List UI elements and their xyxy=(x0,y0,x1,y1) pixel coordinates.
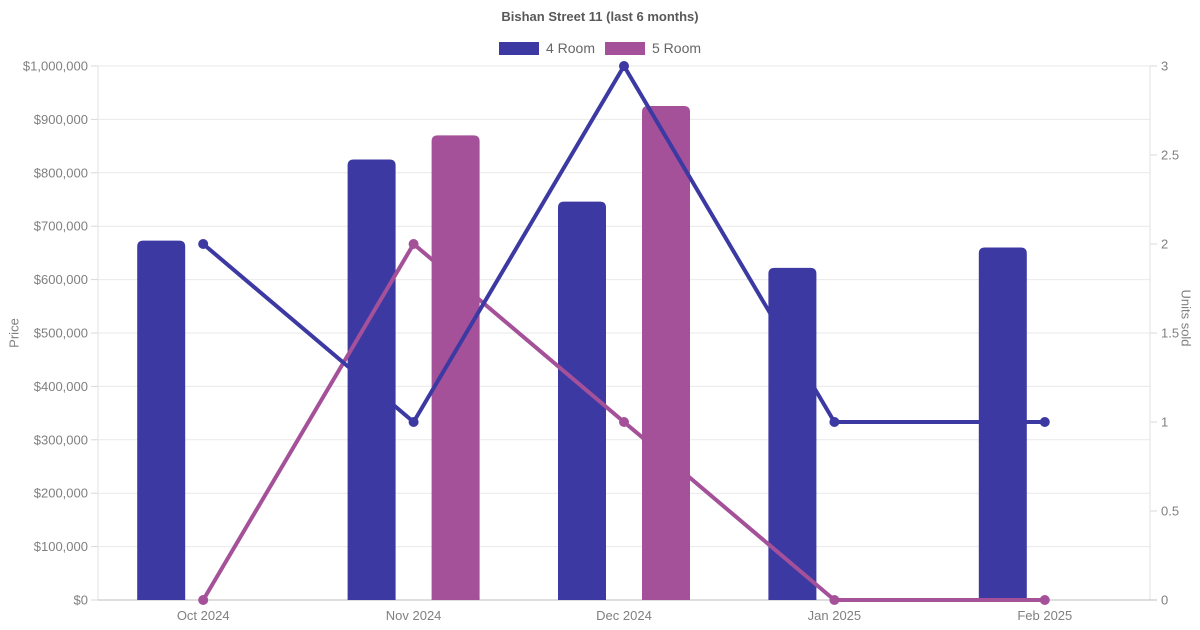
right-axis-tick-label: 1.5 xyxy=(1161,326,1179,341)
left-axis-tick-label: $800,000 xyxy=(34,165,88,180)
x-axis-label-oct-2024: Oct 2024 xyxy=(177,608,230,623)
left-axis-tick-label: $600,000 xyxy=(34,272,88,287)
right-axis-tick-label: 2.5 xyxy=(1161,148,1179,163)
right-axis-tick-label: 1 xyxy=(1161,415,1168,430)
left-axis-tick-label: $400,000 xyxy=(34,379,88,394)
left-axis-tick-label: $1,000,000 xyxy=(23,59,88,74)
legend-label-5-room: 5 Room xyxy=(652,40,702,56)
point-4-room-feb-2025 xyxy=(1039,417,1050,427)
point-5-room-nov-2024 xyxy=(408,239,419,249)
point-5-room-feb-2025 xyxy=(1039,595,1050,605)
x-axis-label-dec-2024: Dec 2024 xyxy=(596,608,652,623)
point-4-room-nov-2024 xyxy=(408,417,419,427)
x-axis-label-jan-2025: Jan 2025 xyxy=(808,608,862,623)
legend-label-4-room: 4 Room xyxy=(545,40,595,56)
bar-4-room-nov-2024 xyxy=(347,159,396,600)
legend-item-5-room[interactable]: 5 Room xyxy=(605,40,701,56)
left-axis-tick-label: $500,000 xyxy=(34,326,88,341)
right-axis-tick-label: 2 xyxy=(1161,237,1168,252)
point-5-room-oct-2024 xyxy=(198,595,209,605)
chart-title: Bishan Street 11 (last 6 months) xyxy=(501,9,699,24)
left-axis-tick-label: $200,000 xyxy=(34,486,88,501)
bar-4-room-jan-2025 xyxy=(768,267,817,600)
bar-5-room-dec-2024 xyxy=(642,106,690,601)
bar-5-room-nov-2024 xyxy=(431,135,480,601)
legend-swatch-5-room xyxy=(605,41,645,55)
point-5-room-dec-2024 xyxy=(619,417,629,427)
legend-item-4-room[interactable]: 4 Room xyxy=(498,40,595,56)
right-axis-tick-label: 0.5 xyxy=(1161,504,1179,519)
bar-4-room-oct-2024 xyxy=(137,240,186,601)
legend-swatch-4-room xyxy=(498,41,539,55)
right-axis-tick-label: 3 xyxy=(1161,59,1168,74)
point-4-room-oct-2024 xyxy=(198,239,209,249)
point-4-room-dec-2024 xyxy=(619,61,629,71)
x-axis-label-nov-2024: Nov 2024 xyxy=(386,608,442,623)
left-axis-tick-label: $300,000 xyxy=(34,432,88,447)
bar-4-room-dec-2024 xyxy=(558,201,606,601)
left-axis-tick-label: $900,000 xyxy=(34,112,88,127)
left-axis-tick-label: $0 xyxy=(74,593,88,608)
point-5-room-jan-2025 xyxy=(829,595,840,605)
right-axis-tick-label: 0 xyxy=(1161,593,1168,608)
chart-legend: 4 Room 5 Room xyxy=(0,40,1200,56)
point-4-room-jan-2025 xyxy=(829,417,840,427)
x-axis-label-feb-2025: Feb 2025 xyxy=(1017,608,1072,623)
left-axis-tick-label: $100,000 xyxy=(34,539,88,554)
left-axis-tick-label: $700,000 xyxy=(34,219,88,234)
